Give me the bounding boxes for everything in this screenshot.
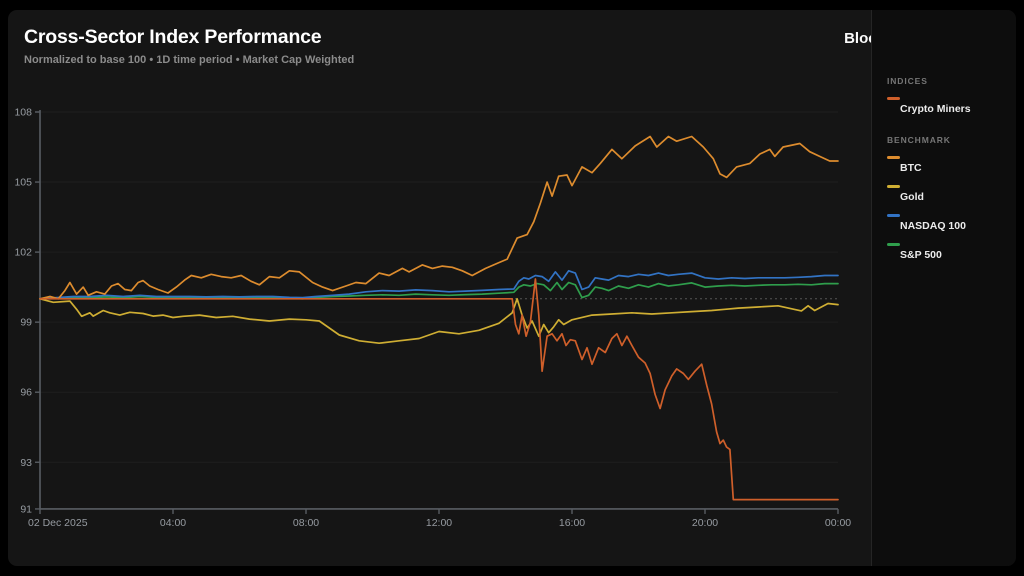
legend-label-gold: Gold	[900, 191, 924, 203]
legend-item-gold[interactable]: Gold	[887, 185, 1008, 203]
legend-item-s-p-500[interactable]: S&P 500	[887, 243, 1008, 261]
x-tick-label: 16:00	[559, 517, 585, 529]
y-tick-label: 108	[14, 107, 32, 119]
legend-label-s-p-500: S&P 500	[900, 249, 942, 261]
y-tick-label: 91	[20, 503, 32, 515]
x-tick-label: 00:00	[825, 517, 851, 529]
x-tick-label: 12:00	[426, 517, 452, 529]
legend-swatch-s-p-500	[887, 243, 900, 246]
legend-item-btc[interactable]: BTC	[887, 156, 1008, 174]
legend-benchmark-items: BTC Gold NASDAQ 100 S&P 500	[887, 156, 1008, 261]
legend-indices-header: INDICES	[887, 76, 928, 86]
series-line-btc	[39, 135, 839, 300]
y-tick-label: 96	[20, 387, 32, 399]
legend-label-btc: BTC	[900, 162, 922, 174]
legend-swatch-crypto-miners	[887, 97, 900, 100]
legend-item-nasdaq-100[interactable]: NASDAQ 100	[887, 214, 1008, 232]
legend-benchmark-header: BENCHMARK	[887, 135, 951, 145]
series-line-gold	[39, 297, 839, 345]
y-tick-label: 99	[20, 317, 32, 329]
x-tick-label: 20:00	[692, 517, 718, 529]
series-line-nasdaq-100	[39, 269, 839, 300]
y-tick-label: 102	[14, 247, 32, 259]
series-line-crypto-miners	[39, 278, 839, 501]
x-tick-label: 04:00	[160, 517, 186, 529]
legend-swatch-nasdaq-100	[887, 214, 900, 217]
y-tick-label: 105	[14, 177, 32, 189]
chart-card: Cross-Sector Index Performance Normalize…	[8, 10, 1016, 566]
legend-panel: INDICES Crypto Miners BENCHMARK BTC Gold N…	[871, 10, 1016, 566]
x-tick-label: 08:00	[293, 517, 319, 529]
page-subtitle: Normalized to base 100 • 1D time period …	[24, 54, 355, 66]
legend-swatch-btc	[887, 156, 900, 159]
legend-label-nasdaq-100: NASDAQ 100	[900, 220, 966, 232]
y-tick-label: 93	[20, 457, 32, 469]
legend-item-crypto-miners[interactable]: Crypto Miners	[887, 97, 1008, 115]
x-tick-label: 02 Dec 2025	[28, 517, 88, 529]
page-title: Cross-Sector Index Performance	[24, 26, 322, 48]
legend-indices-items: Crypto Miners	[887, 97, 1008, 115]
legend-label-crypto-miners: Crypto Miners	[900, 103, 971, 115]
legend-swatch-gold	[887, 185, 900, 188]
performance-chart[interactable]: 91 93 96 99 102 105 108 02 Dec 2025 04:00 08:00 12…	[8, 10, 1016, 566]
